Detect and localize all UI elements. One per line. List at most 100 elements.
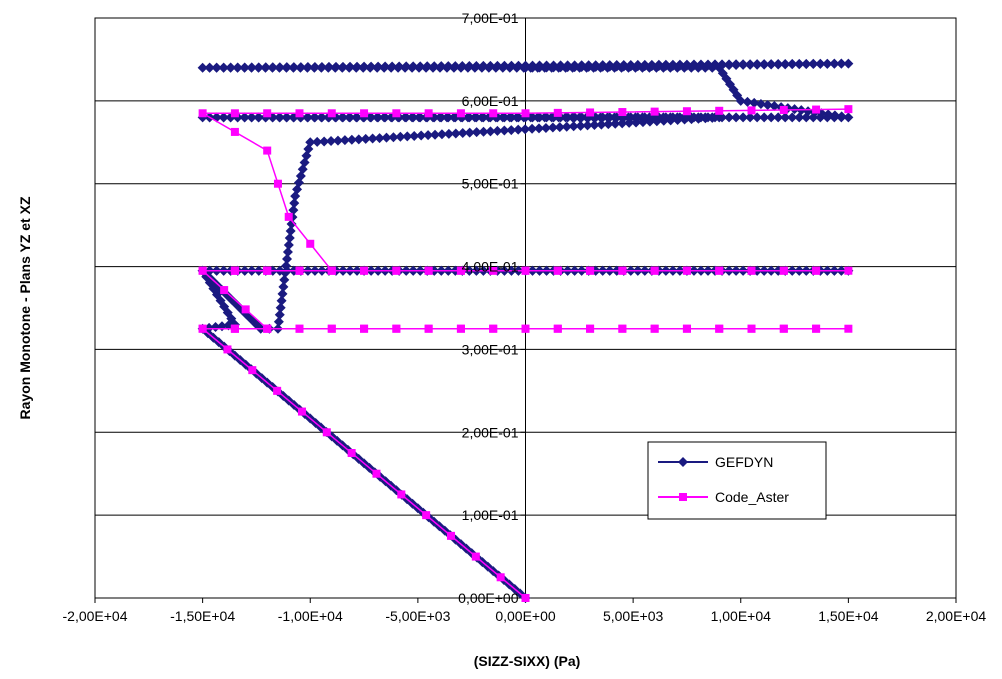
series-0-point-342 bbox=[603, 119, 614, 130]
y-tick-label-1: 1,00E-01 bbox=[462, 507, 519, 523]
series-0-point-495 bbox=[639, 112, 650, 123]
series-0-point-624 bbox=[225, 62, 236, 73]
series-0-point-751 bbox=[569, 62, 580, 73]
series-0-point-754 bbox=[548, 62, 559, 73]
series-0-point-756 bbox=[534, 62, 545, 73]
series-1-point-89 bbox=[489, 266, 498, 275]
series-1-point-82 bbox=[715, 266, 724, 275]
series-0-point-327 bbox=[499, 125, 510, 136]
series-0-point-456 bbox=[366, 112, 377, 123]
series-0-point-471 bbox=[471, 112, 482, 123]
series-0-point-286 bbox=[285, 226, 296, 237]
series-0-point-510 bbox=[745, 112, 756, 123]
series-0-point-654 bbox=[436, 61, 447, 72]
y-tick-label-5: 5,00E-01 bbox=[462, 176, 519, 192]
series-0-point-714 bbox=[829, 58, 840, 69]
series-0-point-284 bbox=[283, 239, 294, 250]
series-0-point-289 bbox=[288, 205, 299, 216]
series-0-point-320 bbox=[450, 128, 461, 139]
series-1-point-102 bbox=[327, 266, 336, 275]
y-tick-label-0: 0,00E+00 bbox=[458, 590, 519, 606]
series-0-point-743 bbox=[625, 61, 636, 72]
series-0-point-305 bbox=[346, 134, 357, 145]
series-0-point-726 bbox=[745, 59, 756, 70]
series-1-point-1 bbox=[496, 573, 505, 582]
series-0-point-273 bbox=[273, 316, 284, 327]
series-0-point-321 bbox=[457, 128, 468, 139]
series-0-point-276 bbox=[276, 295, 287, 306]
series-0-point-449 bbox=[316, 112, 327, 123]
series-1-point-121 bbox=[618, 108, 627, 117]
series-1-point-126 bbox=[779, 105, 788, 114]
series-0-point-718 bbox=[801, 59, 812, 70]
series-0-point-720 bbox=[787, 59, 798, 70]
series-1-point-92 bbox=[392, 266, 401, 275]
series-1-point-119 bbox=[553, 108, 562, 117]
series-0-point-727 bbox=[738, 59, 749, 70]
series-0-point-732 bbox=[702, 60, 713, 71]
series-0-point-640 bbox=[338, 61, 349, 72]
series-1-point-46 bbox=[424, 324, 433, 333]
x-tick-label-4: 0,00E+00 bbox=[495, 608, 556, 624]
series-0-point-309 bbox=[374, 133, 385, 144]
series-1-point-84 bbox=[650, 266, 659, 275]
series-0-point-278 bbox=[278, 281, 289, 292]
x-axis-title: (SIZZ-SIXX) (Pa) bbox=[474, 653, 581, 669]
series-1-point-9 bbox=[297, 407, 306, 416]
series-0-point-638 bbox=[323, 61, 334, 72]
series-0-point-626 bbox=[239, 62, 250, 73]
series-0-point-513 bbox=[766, 112, 777, 123]
series-0-point-435 bbox=[218, 112, 229, 123]
series-1-point-99 bbox=[230, 266, 239, 275]
series-1-point-93 bbox=[360, 266, 369, 275]
legend: GEFDYN Code_Aster bbox=[647, 441, 827, 520]
series-1-point-5 bbox=[397, 490, 406, 499]
series-0-point-287 bbox=[286, 219, 297, 230]
series-0-point-498 bbox=[660, 112, 671, 123]
series-0-point-650 bbox=[408, 61, 419, 72]
series-0-point-302 bbox=[326, 136, 337, 147]
series-0-point-659 bbox=[471, 60, 482, 71]
series-0-point-515 bbox=[780, 112, 791, 123]
series-1-point-41 bbox=[586, 324, 595, 333]
series-0-point-476 bbox=[506, 112, 517, 123]
series-0-point-631 bbox=[274, 62, 285, 73]
series-0-point-325 bbox=[485, 126, 496, 137]
series-0-point-489 bbox=[597, 112, 608, 123]
series-0-point-729 bbox=[724, 60, 735, 71]
x-tick-label-3: -5,00E+03 bbox=[385, 608, 450, 624]
series-0-point-308 bbox=[367, 133, 378, 144]
series-0-point-661 bbox=[485, 60, 496, 71]
series-1-point-101 bbox=[295, 266, 304, 275]
series-0-point-470 bbox=[464, 112, 475, 123]
series-1-point-123 bbox=[682, 107, 691, 116]
series-0-point-742 bbox=[632, 61, 643, 72]
series-0-point-660 bbox=[478, 60, 489, 71]
series-0-point-285 bbox=[284, 233, 295, 244]
series-1-point-88 bbox=[521, 266, 530, 275]
series-0-point-735 bbox=[681, 60, 692, 71]
series-0-point-745 bbox=[611, 61, 622, 72]
series-0-point-453 bbox=[345, 112, 356, 123]
series-0-point-642 bbox=[352, 61, 363, 72]
series-0-point-490 bbox=[604, 112, 615, 123]
series-0-point-652 bbox=[422, 61, 433, 72]
series-1-point-37 bbox=[715, 324, 724, 333]
series-0-point-444 bbox=[281, 112, 292, 123]
legend-box bbox=[647, 441, 827, 520]
series-0-point-505 bbox=[710, 112, 721, 123]
series-0-point-535 bbox=[769, 101, 780, 112]
series-0-point-723 bbox=[766, 59, 777, 70]
series-0-point-507 bbox=[724, 112, 735, 123]
series-0-point-753 bbox=[555, 62, 566, 73]
series-0-point-511 bbox=[752, 112, 763, 123]
series-1-point-0 bbox=[521, 594, 530, 602]
series-0-point-281 bbox=[281, 260, 292, 271]
x-tick-label-2: -1,00E+04 bbox=[278, 608, 343, 624]
series-0-point-315 bbox=[416, 130, 427, 141]
series-0-point-338 bbox=[575, 120, 586, 131]
series-0-point-440 bbox=[253, 112, 264, 123]
series-0-point-282 bbox=[282, 253, 293, 264]
legend-marker-code-aster bbox=[679, 493, 687, 501]
